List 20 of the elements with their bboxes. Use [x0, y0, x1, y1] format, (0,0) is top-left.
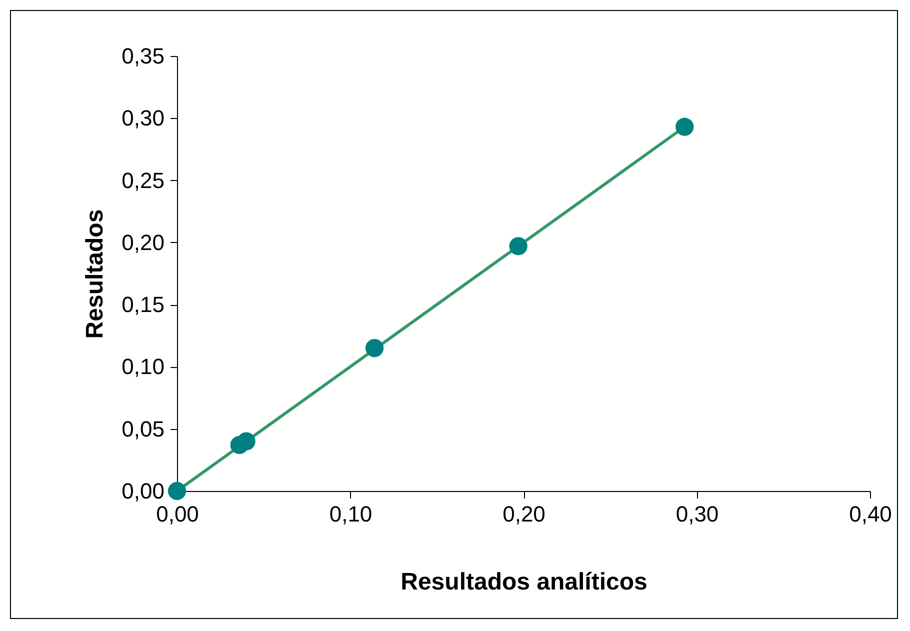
x-axis-title: Resultados analíticos: [400, 568, 648, 596]
y-tick-label: 0,00: [122, 478, 164, 504]
x-tick-label: 0,30: [676, 502, 719, 526]
y-tick-label: 0,05: [122, 416, 164, 442]
point: [168, 482, 186, 500]
x-tick-label: 0,20: [502, 502, 546, 526]
y-tick-label: 0,15: [122, 292, 164, 318]
y-tick-label: 0,10: [122, 354, 164, 380]
y-tick-label: 0,35: [122, 44, 164, 68]
x-tick-label: 0,10: [329, 502, 372, 526]
y-tick-label: 0,25: [122, 168, 164, 193]
x-tick-label: 0,00: [156, 502, 199, 526]
point: [509, 237, 528, 256]
point: [365, 339, 384, 358]
y-axis-title: Resultados: [82, 209, 109, 339]
y-tick-label: 0,30: [122, 106, 164, 131]
point: [676, 118, 694, 136]
point: [237, 432, 256, 450]
y-tick-label: 0,20: [122, 230, 164, 255]
x-tick-label: 0,40: [849, 502, 892, 526]
